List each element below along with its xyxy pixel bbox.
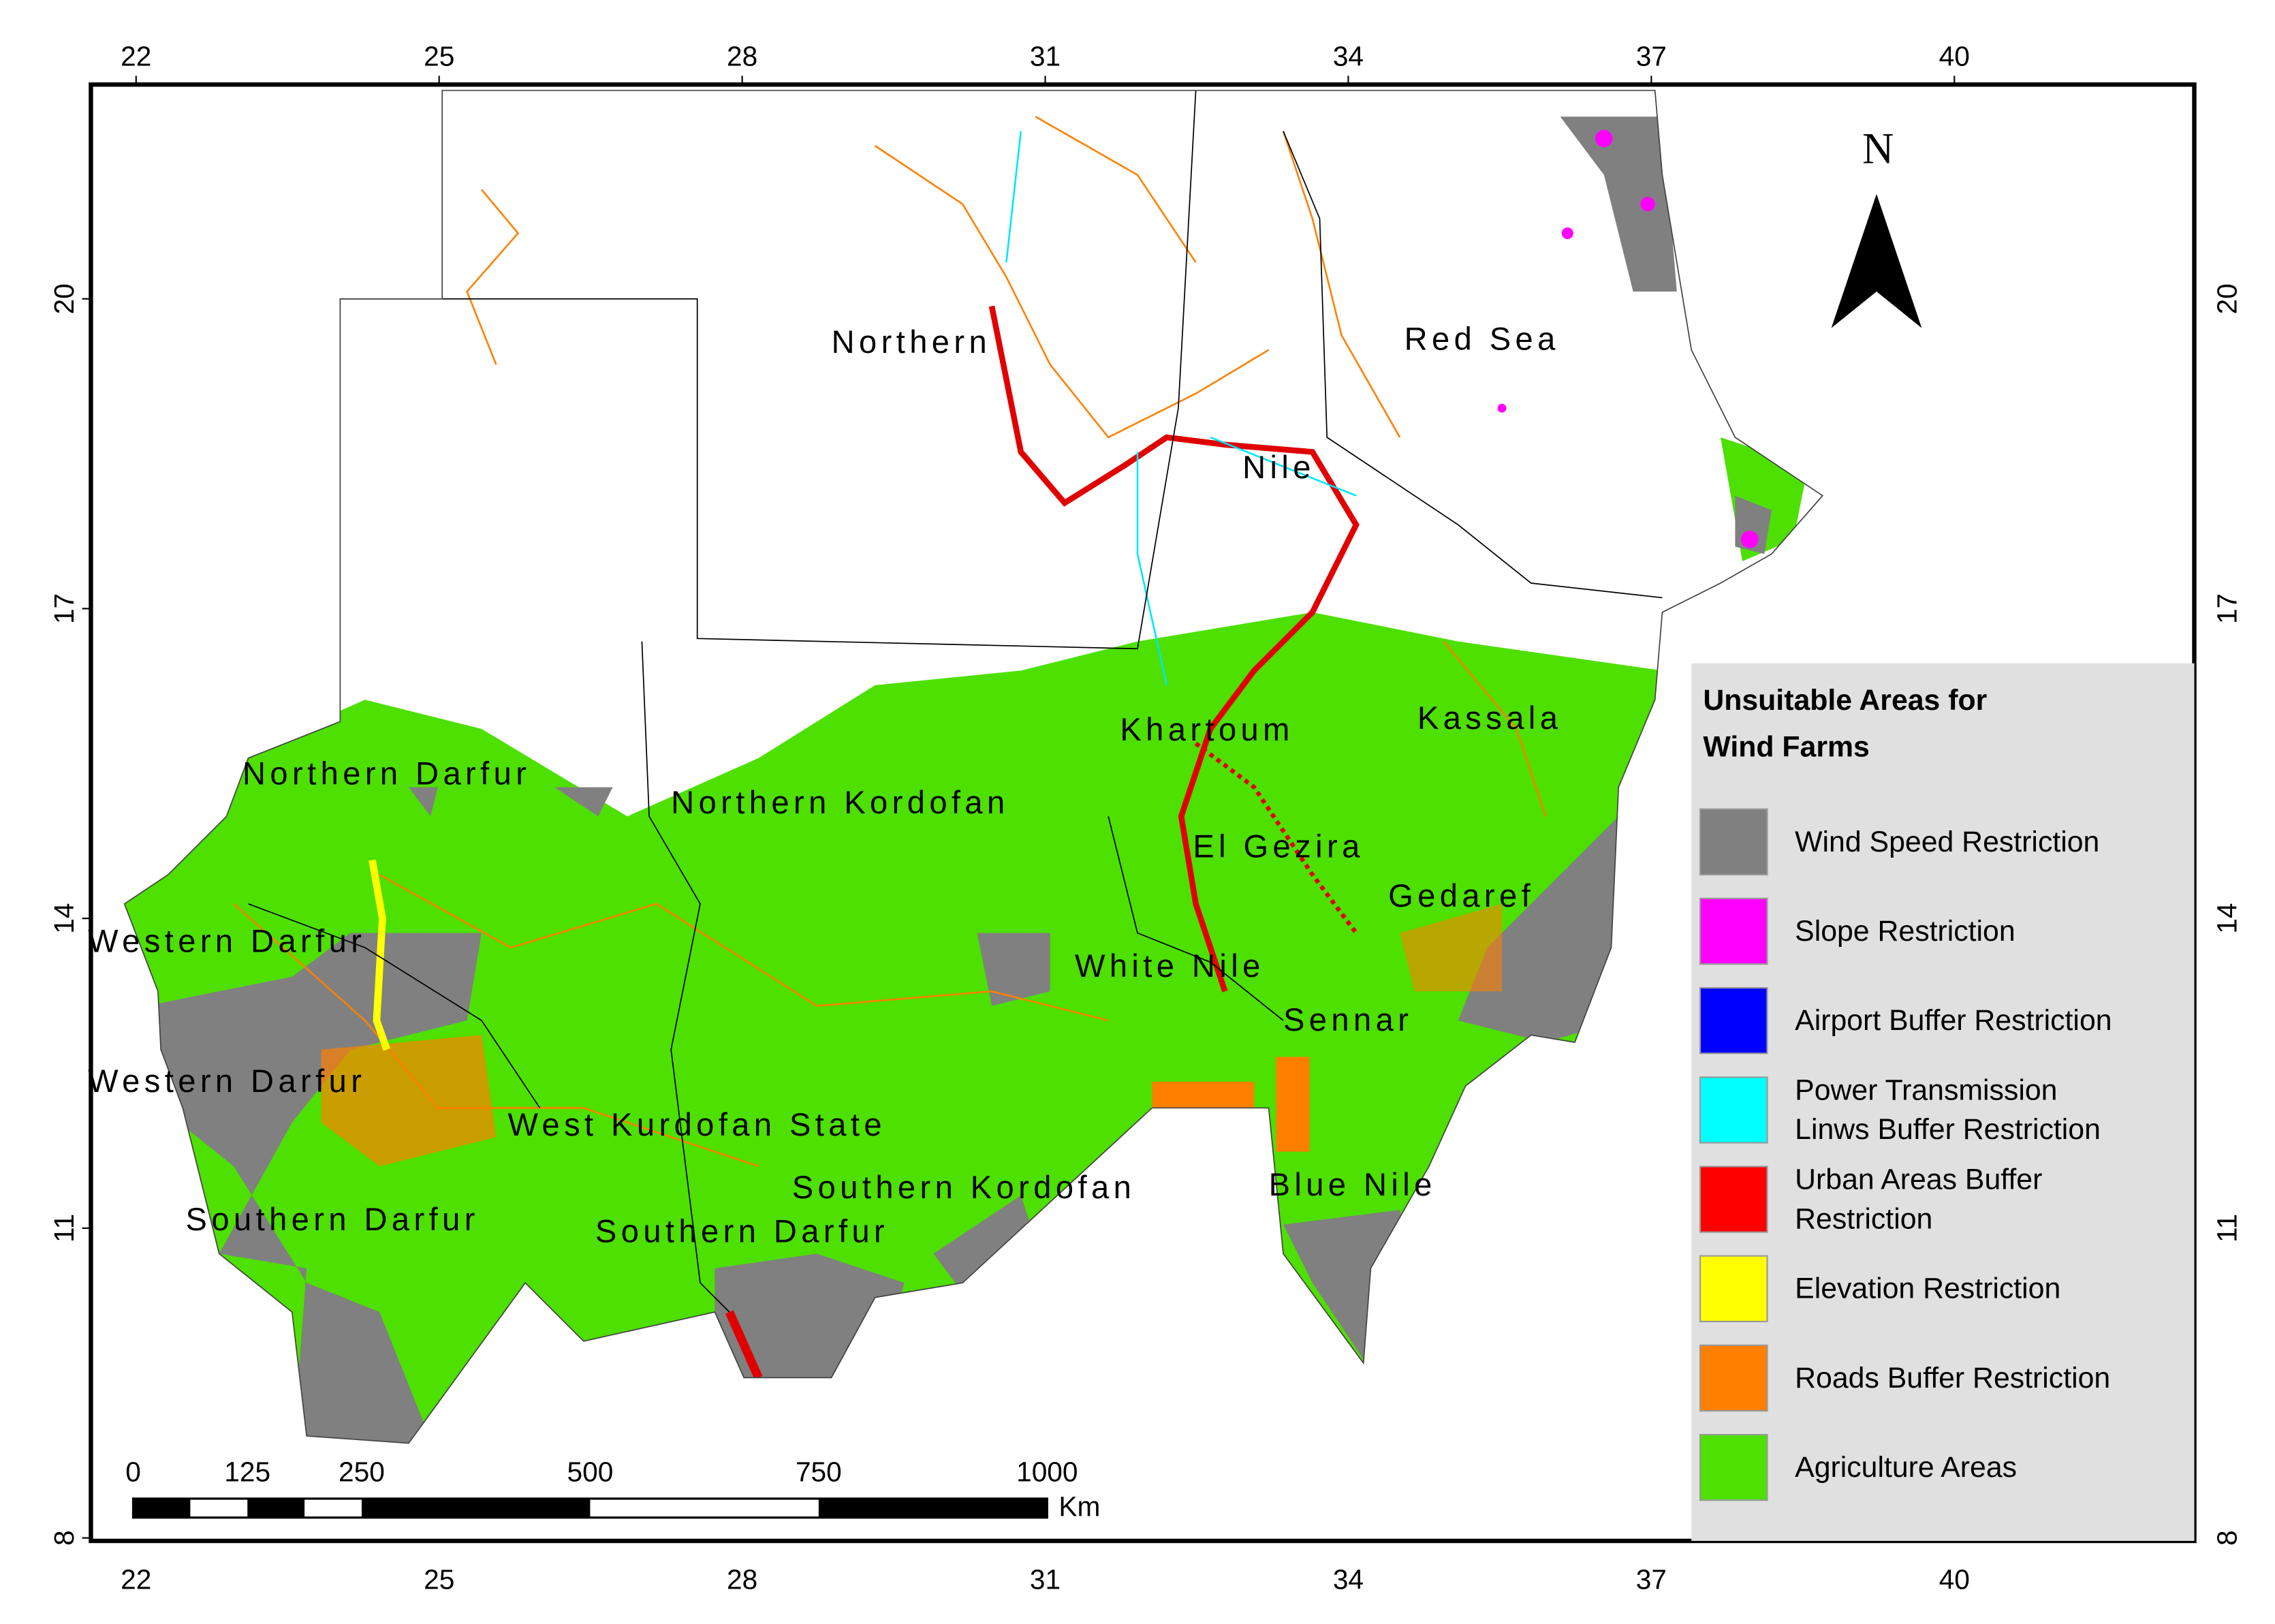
lon-label-top: 40 — [1939, 40, 1970, 72]
legend-swatch — [1699, 1344, 1768, 1412]
region-label: Northern — [832, 324, 992, 360]
lon-label-bottom: 25 — [424, 1564, 454, 1595]
region-label: Blue Nile — [1269, 1166, 1437, 1202]
legend-label: Linws Buffer Restriction — [1795, 1113, 2101, 1146]
legend-swatch — [1699, 808, 1768, 876]
scale-bar-label: 500 — [567, 1456, 613, 1487]
lon-label-bottom: 34 — [1333, 1564, 1364, 1595]
scale-bar-segment — [818, 1498, 1048, 1518]
legend-swatch — [1699, 897, 1768, 965]
region-label: Western Darfur — [88, 922, 366, 958]
scale-bar-unit: Km — [1058, 1491, 1100, 1522]
region-labels: Northern Red Sea Nile Khartoum Kassala Northe… — [88, 321, 1562, 1249]
legend-label: Elevation Restriction — [1795, 1272, 2060, 1305]
region-label: Southern Darfur — [595, 1213, 889, 1249]
scale-bar-label: 1000 — [1016, 1456, 1078, 1487]
scale-bar-segment — [133, 1498, 191, 1518]
power-lines-buffer — [1005, 131, 1357, 686]
region-label: Sennar — [1283, 1001, 1413, 1037]
legend-label: Wind Speed Restriction — [1795, 826, 2099, 858]
slope-restriction — [1497, 129, 1759, 548]
legend-swatch — [1699, 1255, 1768, 1323]
scale-bar-label: 0 — [125, 1456, 141, 1487]
lon-label-top: 25 — [424, 40, 454, 72]
legend-label: Urban Areas Buffer — [1795, 1164, 2042, 1196]
legend-swatch — [1699, 1433, 1768, 1501]
elevation-restriction — [368, 859, 390, 1051]
lat-label-left: 17 — [48, 593, 80, 624]
scale-bar: 0 125 250 500 750 1000 Km — [125, 1456, 1100, 1522]
legend-box — [1691, 663, 2195, 1542]
legend-label: Roads Buffer Restriction — [1795, 1362, 2110, 1394]
region-label: Nile — [1242, 449, 1315, 485]
scale-bar-label: 750 — [796, 1456, 842, 1487]
north-label: N — [1862, 125, 1894, 173]
lat-label-left: 11 — [48, 1214, 80, 1243]
scale-bar-label: 250 — [339, 1456, 385, 1487]
region-label: Northern Kordofan — [671, 784, 1009, 820]
urban-areas-buffer — [725, 1310, 763, 1379]
scale-bar-segment — [361, 1498, 591, 1518]
legend-swatch — [1699, 1076, 1768, 1144]
region-label: El Gezira — [1193, 828, 1364, 864]
region-label: Western Darfur — [88, 1063, 366, 1099]
region-label: Southern Darfur — [186, 1201, 480, 1237]
lat-label-left: 20 — [48, 283, 80, 314]
coordinate-axes: 22 22 25 25 28 28 31 31 34 34 37 37 40 40 8 8 11 11 14 14 17… — [48, 40, 2243, 1595]
lat-label-right: 14 — [2212, 903, 2243, 934]
region-label: White Nile — [1075, 948, 1265, 984]
lon-label-bottom: 37 — [1636, 1564, 1667, 1595]
region-label: Northern Darfur — [242, 755, 531, 791]
legend-swatch — [1699, 1166, 1768, 1233]
legend-title: Unsuitable Areas for — [1703, 684, 1987, 717]
urban-areas-buffer — [988, 305, 1360, 993]
region-label: Kassala — [1417, 700, 1562, 736]
lon-label-bottom: 22 — [121, 1564, 151, 1595]
roads — [233, 116, 1547, 1168]
legend-label: Agriculture Areas — [1795, 1451, 2017, 1484]
lon-label-top: 28 — [727, 40, 757, 72]
region-label: West Kurdofan State — [508, 1106, 887, 1142]
lon-label-top: 22 — [121, 40, 151, 72]
legend-label: Slope Restriction — [1795, 915, 2015, 948]
lat-label-left: 8 — [48, 1530, 80, 1546]
lon-label-bottom: 28 — [727, 1564, 757, 1595]
urban-areas-buffer — [1194, 741, 1358, 935]
north-arrow-shape — [1831, 193, 1922, 328]
region-label: Red Sea — [1405, 321, 1560, 357]
north-arrow: N — [1831, 125, 1922, 328]
legend-label: Power Transmission — [1795, 1074, 2057, 1106]
scale-bar-label: 125 — [224, 1456, 270, 1487]
lon-label-top: 34 — [1333, 40, 1364, 72]
lon-label-bottom: 40 — [1939, 1564, 1970, 1595]
lat-label-left: 14 — [48, 903, 80, 934]
region-label: Gedaref — [1388, 877, 1535, 914]
scale-bar-segment — [247, 1498, 305, 1518]
lat-label-right: 8 — [2212, 1530, 2243, 1546]
lon-label-top: 31 — [1030, 40, 1061, 72]
lon-label-bottom: 31 — [1030, 1564, 1061, 1595]
country-outline — [123, 89, 1824, 1444]
legend-label: Airport Buffer Restriction — [1795, 1004, 2112, 1037]
lat-label-right: 17 — [2212, 593, 2243, 624]
legend-swatch — [1699, 987, 1768, 1055]
region-label: Khartoum — [1120, 711, 1293, 747]
region-label: Southern Kordofan — [792, 1169, 1135, 1205]
lat-label-right: 11 — [2212, 1214, 2243, 1243]
legend-title: Wind Farms — [1703, 731, 1870, 764]
legend-label: Restriction — [1795, 1202, 1932, 1235]
lon-label-top: 37 — [1636, 40, 1667, 72]
legend: Unsuitable Areas for Wind Farms Wind Speed… — [1691, 663, 2195, 1542]
lat-label-right: 20 — [2212, 283, 2243, 314]
state-borders — [248, 90, 1663, 1313]
